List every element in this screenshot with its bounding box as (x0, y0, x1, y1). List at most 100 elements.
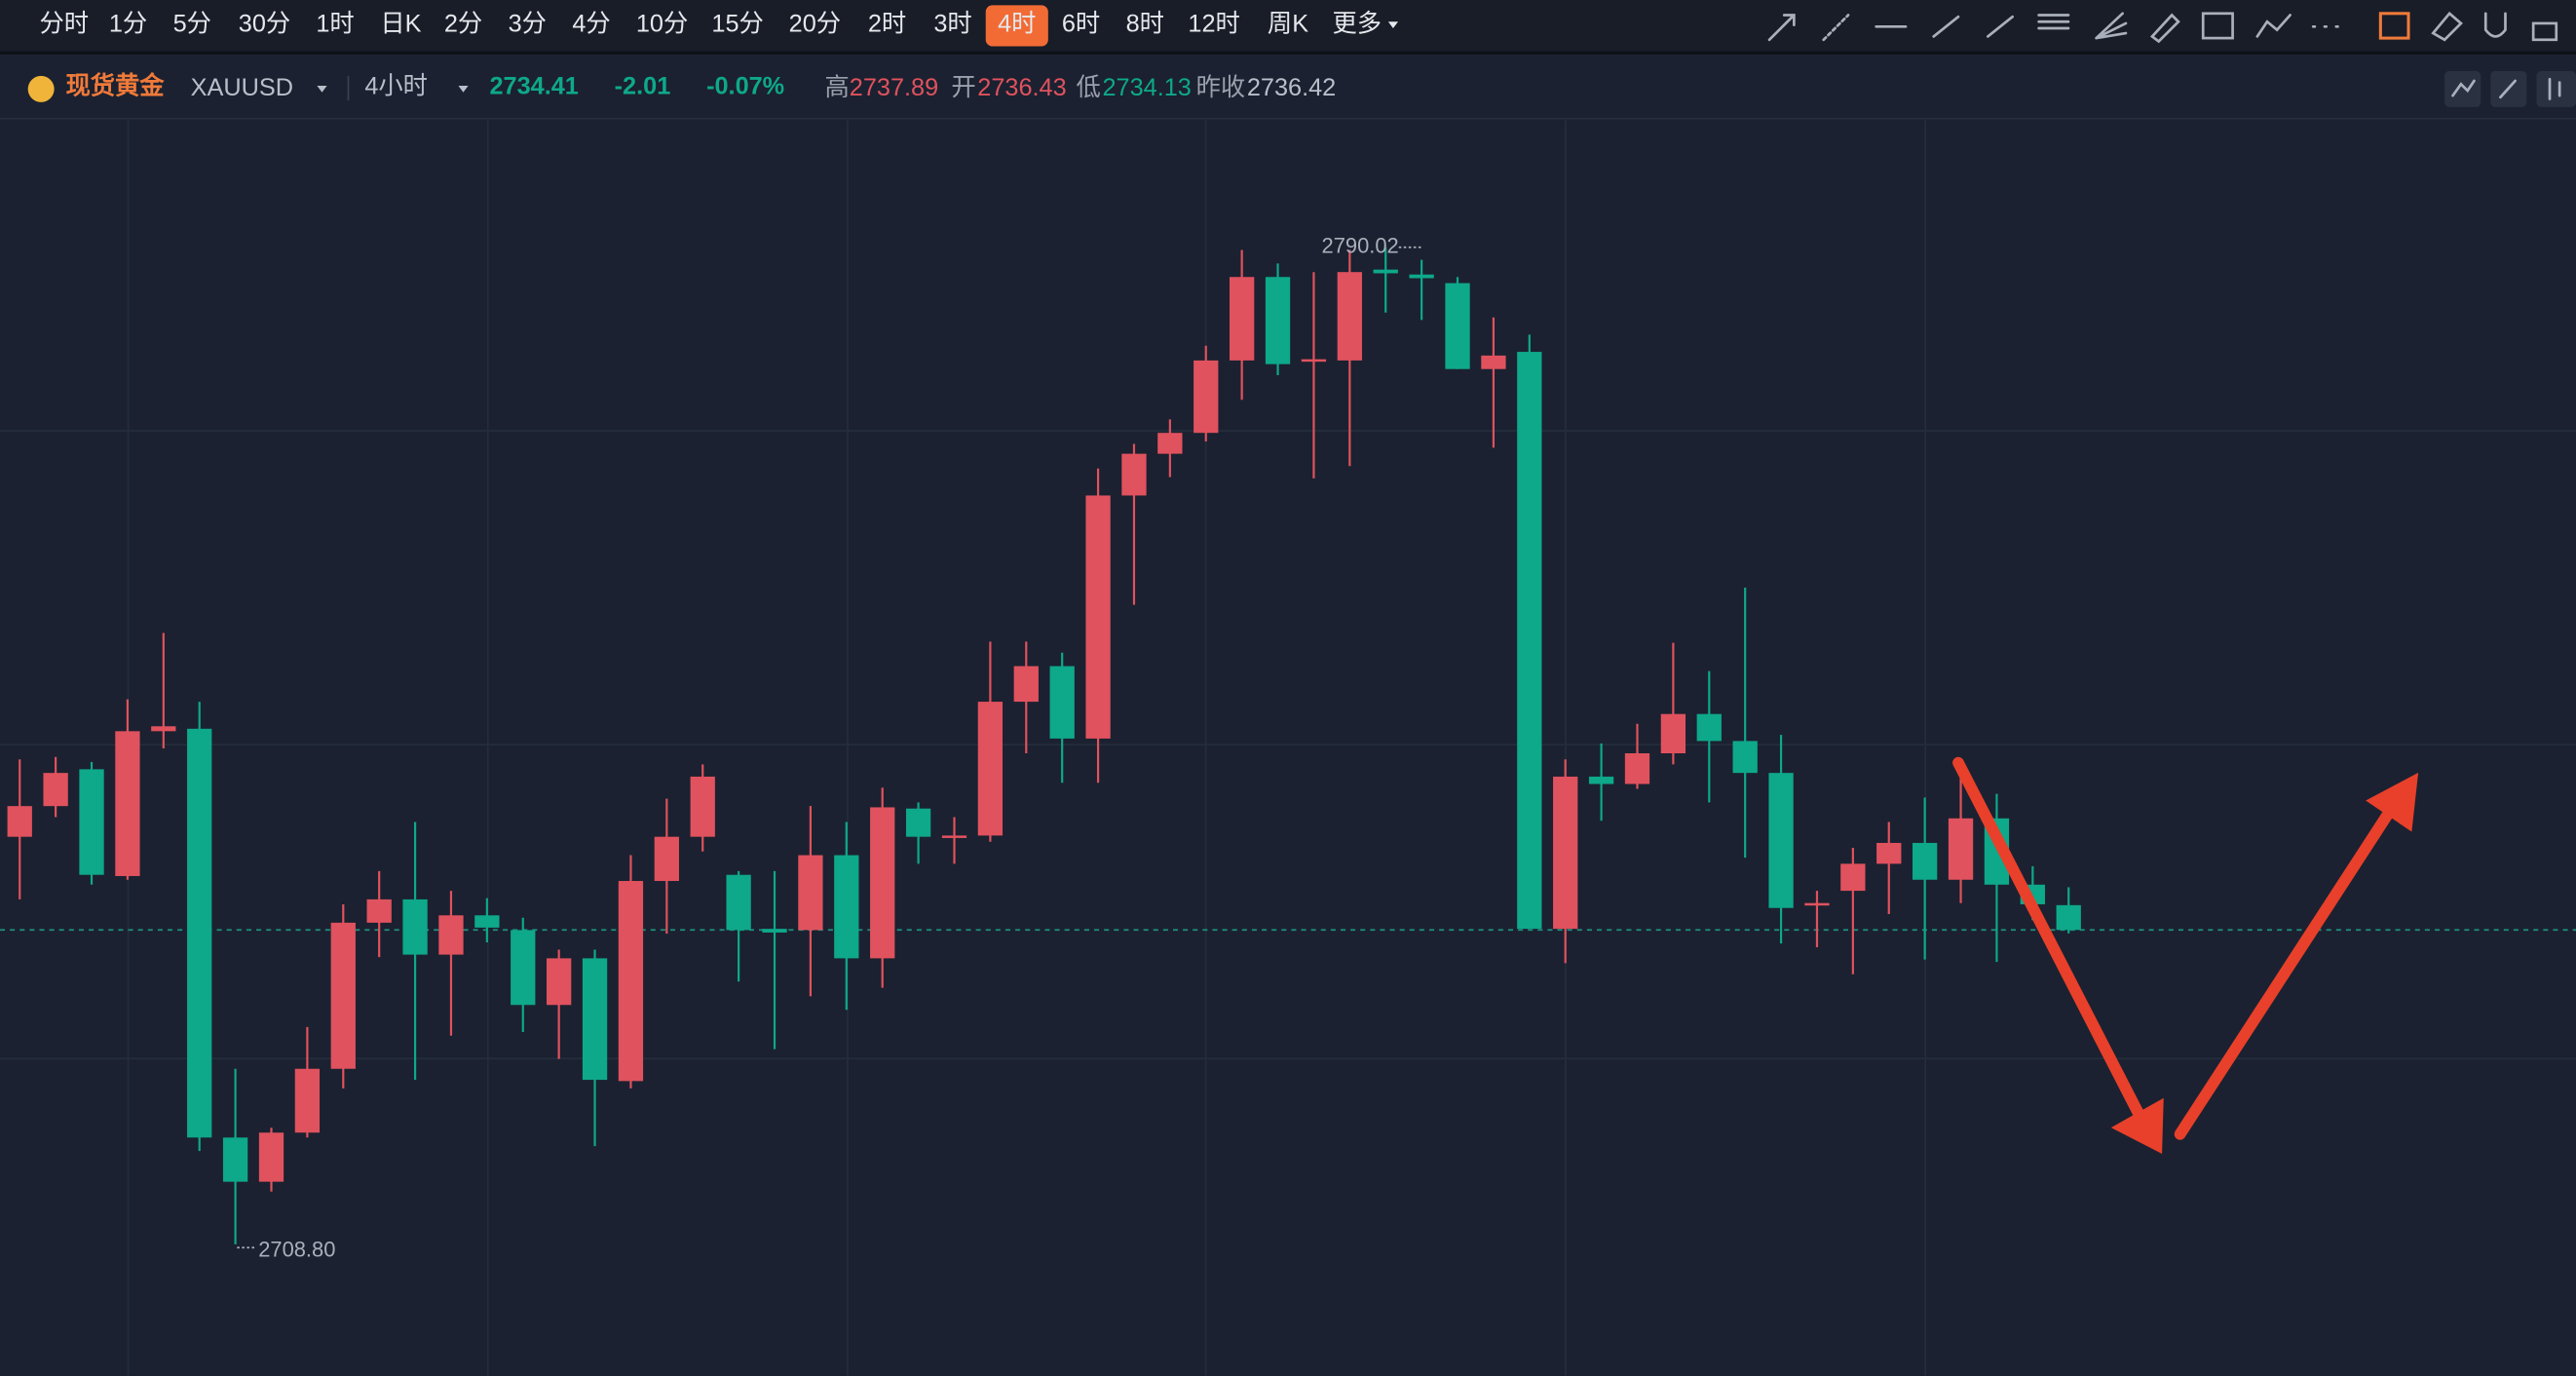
candle-body (618, 881, 644, 1082)
timeframe-tab[interactable]: 日K (380, 10, 421, 37)
timeframe-tab[interactable]: 2时 (868, 10, 906, 37)
candle-body (1768, 773, 1794, 908)
candle-body (582, 958, 608, 1081)
candle-body (1193, 360, 1219, 434)
annotation-label: 2708.80 (258, 1237, 335, 1261)
more-button[interactable]: 更多 (1333, 10, 1383, 37)
candle-body (1588, 776, 1614, 784)
arrowhead (2366, 772, 2419, 832)
candle-body (330, 922, 356, 1069)
timeframe-tab[interactable]: 2分 (444, 10, 482, 37)
drawing-tools (1767, 11, 2558, 44)
candle-body (1517, 352, 1542, 930)
dropdown-arrow (1387, 21, 1398, 28)
timeframe-tab[interactable]: 1时 (316, 10, 354, 37)
candle-body (1913, 842, 1938, 880)
candle-body (1301, 359, 1327, 363)
candle-body (115, 731, 140, 876)
dropdown-arrow (458, 85, 469, 93)
tool-arrow[interactable] (1767, 14, 1796, 42)
candle-body (43, 773, 68, 807)
candle-body (1337, 272, 1362, 361)
tool-ray[interactable] (1822, 14, 1850, 42)
low-label: 低 (1076, 74, 1100, 101)
timeframe-tab[interactable]: 20分 (789, 10, 841, 37)
candle-body (941, 835, 967, 838)
candle-body (294, 1068, 321, 1133)
candle-body (151, 726, 176, 732)
candle-body (1049, 666, 1075, 739)
arrow-up (2174, 809, 2393, 1140)
change-percent: -0.07% (706, 72, 784, 99)
arrow-down (1952, 756, 2145, 1121)
tool-magnet[interactable] (2483, 12, 2507, 38)
open-label: 开 (951, 74, 975, 101)
tool-path[interactable] (2255, 14, 2292, 38)
candle-body (762, 929, 787, 933)
candle-body (1409, 274, 1434, 279)
timeframe-tab[interactable]: 10分 (636, 10, 688, 37)
red-arrows (1952, 756, 2419, 1155)
timeframe-tab[interactable]: 30分 (239, 10, 290, 37)
instrument-name: 现货黄金 (65, 71, 165, 99)
candle-body (366, 898, 392, 923)
tool-eraser[interactable] (2431, 11, 2463, 42)
candle-body (187, 728, 212, 1138)
toolbar (0, 0, 2576, 52)
change: -2.01 (615, 72, 671, 99)
arrowhead (2110, 1097, 2164, 1155)
candle-body (726, 874, 751, 931)
candle-body (654, 836, 679, 882)
candle-body (870, 807, 895, 959)
tool-fan[interactable] (2095, 12, 2128, 40)
tool-line[interactable] (1986, 15, 2014, 38)
tool-lock[interactable] (2531, 21, 2558, 42)
candle-body (258, 1132, 284, 1182)
candle-body (438, 915, 464, 955)
candle-body (1157, 433, 1183, 454)
period[interactable]: 4小时 (364, 72, 428, 99)
tool-edit[interactable] (2378, 12, 2410, 40)
candle-body (2056, 904, 2081, 931)
button[interactable] (2536, 70, 2576, 107)
timeframe-tab[interactable]: 5分 (173, 10, 211, 37)
candle-body (511, 930, 536, 1006)
tool-fib[interactable] (2037, 14, 2070, 30)
candle-body (222, 1137, 248, 1182)
candle-body (798, 855, 823, 931)
candle-body (1553, 776, 1578, 930)
timeframe-tab[interactable]: 3时 (933, 10, 971, 37)
annotation-label: 2790.02 (1322, 234, 1399, 258)
symbol[interactable]: XAUUSD (191, 74, 293, 101)
candle-body (1804, 902, 1830, 906)
timeframe-tab[interactable]: 分时 (39, 10, 89, 37)
timeframe-tab[interactable]: 周K (1268, 10, 1308, 37)
coin-icon (27, 75, 55, 102)
tool-pen[interactable] (2149, 13, 2180, 44)
active-tab (985, 5, 1048, 47)
icon (2499, 79, 2517, 99)
candle-body (1732, 741, 1758, 774)
candle-body (834, 855, 859, 959)
candle-body (1624, 753, 1650, 784)
timeframe-tab[interactable]: 12时 (1188, 10, 1239, 37)
timeframe-tab[interactable]: 1分 (109, 10, 147, 37)
candle-body (1481, 355, 1506, 369)
timeframe-tab[interactable]: 4时 (998, 10, 1036, 37)
tool-image[interactable] (2201, 12, 2234, 40)
timeframe-tab[interactable]: 6时 (1062, 10, 1100, 37)
timeframe-tab[interactable]: 4分 (572, 10, 610, 37)
candle-body (1013, 666, 1039, 703)
grid (0, 120, 2576, 1376)
low-value: 2734.13 (1102, 74, 1191, 101)
timeframe-tab[interactable]: 8时 (1126, 10, 1164, 37)
candle-body (977, 702, 1004, 836)
candle-body (1660, 713, 1686, 754)
tool-segment[interactable] (1932, 15, 1960, 38)
open-value: 2736.43 (977, 74, 1066, 101)
button[interactable] (2444, 70, 2481, 107)
timeframe-tab[interactable]: 15分 (711, 10, 763, 37)
candle-body (1230, 277, 1255, 361)
timeframe-tab[interactable]: 3分 (509, 10, 547, 37)
